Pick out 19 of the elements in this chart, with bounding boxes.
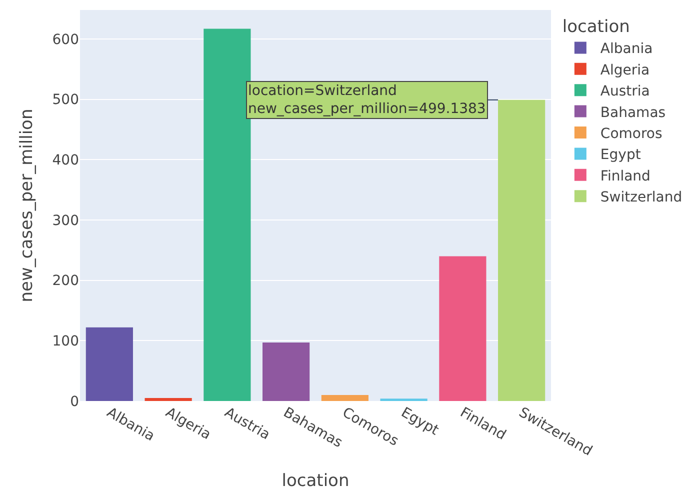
legend-title: location: [562, 17, 630, 38]
y-tick-label: 200: [52, 273, 79, 290]
legend-label: Egypt: [600, 147, 642, 164]
legend-label: Switzerland: [600, 190, 682, 206]
legend-label: Finland: [600, 168, 650, 184]
y-axis-title: new_cases_per_million: [16, 108, 37, 302]
legend-label: Comoros: [600, 126, 662, 142]
y-tick-label: 400: [52, 152, 79, 169]
y-tick-label: 300: [52, 212, 79, 229]
y-tick-label: 0: [70, 394, 79, 410]
legend-label: Albania: [600, 41, 653, 58]
annotation: location=Switzerland new_cases_per_million=499.1383: [248, 83, 486, 118]
y-tick-label: 600: [52, 32, 79, 48]
x-axis-title: location: [282, 470, 350, 491]
legend-label: Bahamas: [600, 104, 666, 121]
legend-label: Algeria: [600, 62, 650, 78]
legend-label: Austria: [600, 84, 650, 100]
y-tick-label: 500: [52, 92, 79, 108]
y-tick-label: 100: [52, 334, 79, 350]
